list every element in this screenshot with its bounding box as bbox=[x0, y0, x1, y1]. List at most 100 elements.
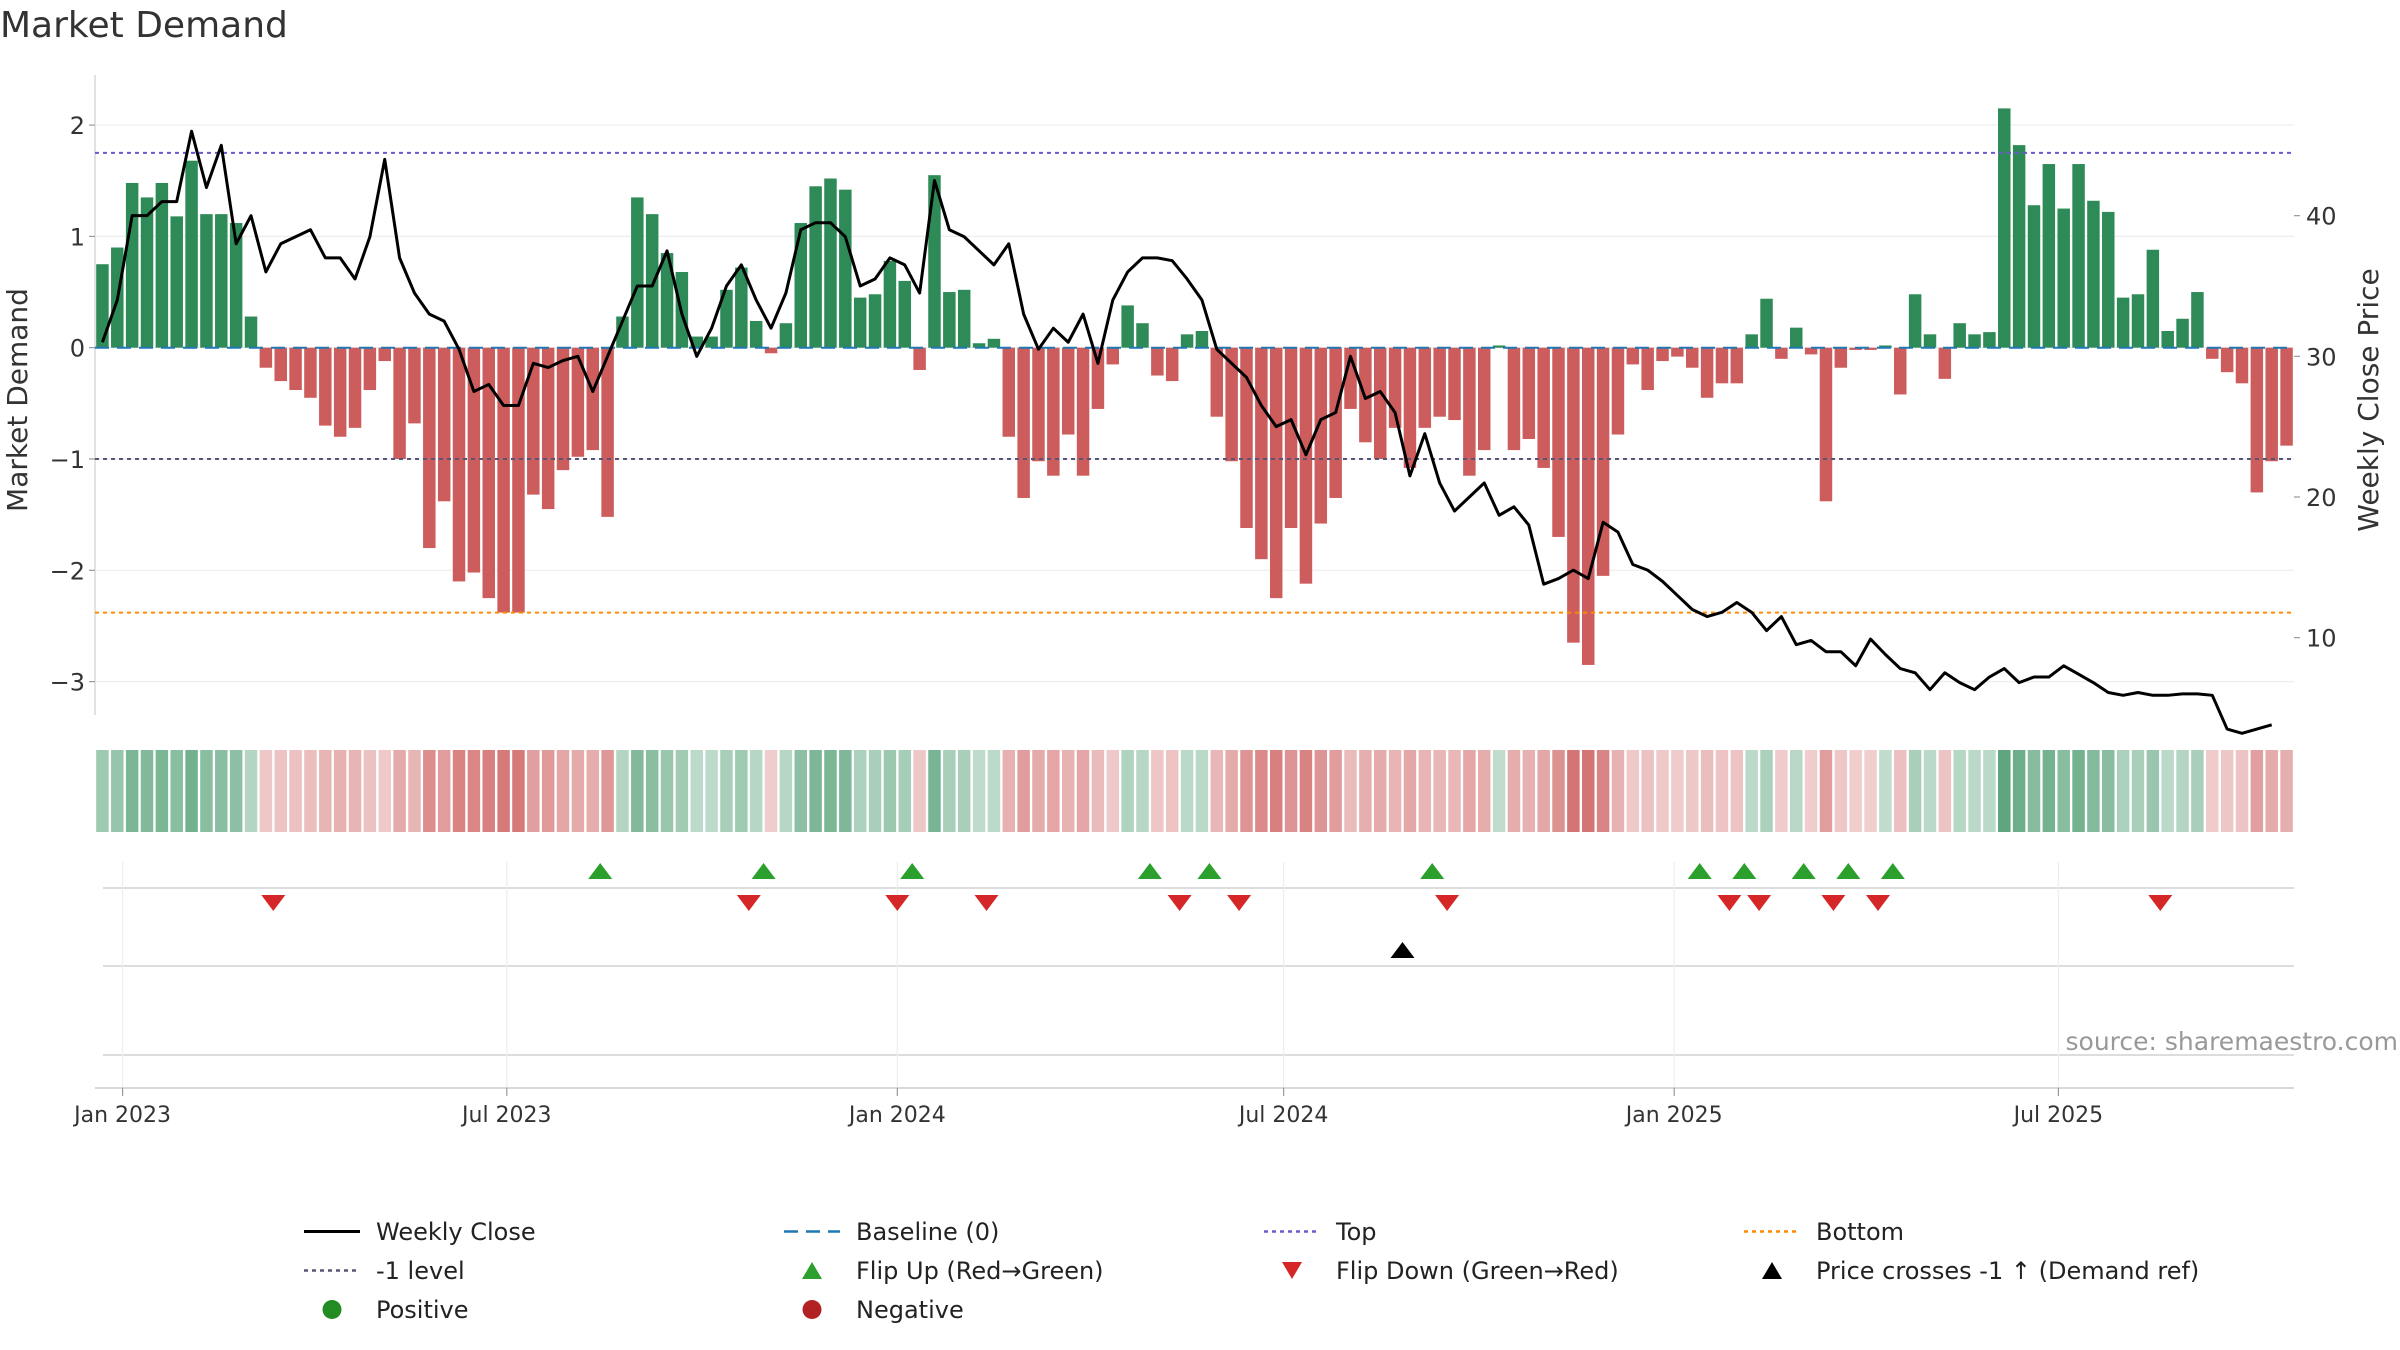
heat-strip-cell bbox=[1076, 750, 1090, 832]
demand-bar-positive bbox=[1492, 345, 1506, 348]
heat-strip-cell bbox=[2146, 750, 2160, 832]
legend-symbol bbox=[322, 1300, 342, 1319]
flip-down-marker bbox=[261, 895, 286, 911]
demand-bar-negative bbox=[482, 347, 495, 599]
heat-strip-cell bbox=[1195, 750, 1209, 832]
heat-strip-cell bbox=[1908, 750, 1922, 832]
x-tick-label: Jul 2023 bbox=[460, 1103, 552, 1128]
demand-bar-negative bbox=[408, 347, 421, 424]
legend-item: Baseline (0) bbox=[780, 1216, 1260, 1247]
flip-down-marker bbox=[736, 895, 761, 911]
y2-tick-label: 30 bbox=[2306, 343, 2337, 371]
heat-strip-cell bbox=[1269, 750, 1283, 832]
y2-tick-label: 10 bbox=[2306, 625, 2337, 653]
heat-strip-cell bbox=[556, 750, 570, 832]
heat-strip-cell bbox=[1136, 750, 1149, 832]
heat-strip-cell bbox=[1373, 750, 1387, 832]
demand-bar-positive bbox=[853, 297, 867, 348]
legend-swatch bbox=[300, 1255, 364, 1286]
heat-strip-cell bbox=[1091, 750, 1105, 832]
heat-strip-cell bbox=[1359, 750, 1372, 832]
demand-bar-positive bbox=[229, 223, 243, 348]
demand-bar-negative bbox=[1730, 347, 1744, 384]
demand-bar-positive bbox=[185, 160, 198, 348]
heat-strip-cell bbox=[1061, 750, 1075, 832]
y-tick-label: −1 bbox=[50, 446, 85, 474]
heat-strip-cell bbox=[96, 750, 109, 832]
heat-strip-cell bbox=[631, 750, 644, 832]
demand-bar-negative bbox=[1804, 347, 1818, 355]
demand-bar-negative bbox=[2280, 347, 2293, 446]
demand-bar-negative bbox=[1017, 347, 1030, 498]
heat-strip-cell bbox=[853, 750, 867, 832]
demand-bar-positive bbox=[1983, 332, 1996, 348]
demand-bar-positive bbox=[2161, 331, 2174, 348]
demand-bar-negative bbox=[1373, 347, 1387, 459]
demand-bar-positive bbox=[883, 260, 897, 348]
demand-bar-negative bbox=[1463, 347, 1476, 476]
heat-strip-cell bbox=[1819, 750, 1833, 832]
heat-strip-cell bbox=[244, 750, 258, 832]
legend-label: -1 level bbox=[376, 1256, 465, 1285]
demand-bar-positive bbox=[972, 343, 986, 348]
demand-bar-positive bbox=[824, 178, 837, 348]
chart-title: Market Demand bbox=[0, 5, 288, 46]
demand-bar-positive bbox=[1136, 323, 1149, 348]
heat-strip-cell bbox=[2235, 750, 2249, 832]
demand-bar-negative bbox=[1314, 347, 1328, 524]
legend-symbol bbox=[304, 1230, 360, 1233]
legend-item: Price crosses -1 ↑ (Demand ref) bbox=[1740, 1255, 2260, 1286]
legend-item: Top bbox=[1260, 1216, 1740, 1247]
demand-bar-negative bbox=[1210, 347, 1224, 417]
demand-bar-negative bbox=[1641, 347, 1654, 390]
demand-bar-positive bbox=[2072, 164, 2085, 348]
legend-swatch bbox=[780, 1216, 844, 1247]
heat-strip-cell bbox=[2131, 750, 2145, 832]
flip-up-marker bbox=[1197, 863, 1222, 879]
heat-strip-cell bbox=[1953, 750, 1966, 832]
heat-strip-cell bbox=[1715, 750, 1729, 832]
heat-strip-cell bbox=[541, 750, 555, 832]
heat-strip-cell bbox=[898, 750, 912, 832]
demand-bar-positive bbox=[215, 214, 228, 348]
demand-bar-positive bbox=[943, 292, 956, 348]
heat-strip-cell bbox=[586, 750, 599, 832]
heat-strip-cell bbox=[2206, 750, 2219, 832]
heat-strip-cell bbox=[1151, 750, 1164, 832]
x-tick-label: Jan 2025 bbox=[1624, 1103, 1723, 1128]
y-axis-label: Market Demand bbox=[1, 288, 34, 512]
demand-bar-negative bbox=[1522, 347, 1536, 439]
heat-strip-cell bbox=[215, 750, 228, 832]
demand-bar-negative bbox=[1165, 347, 1179, 382]
heat-strip-cell bbox=[1611, 750, 1625, 832]
demand-bar-negative bbox=[452, 347, 466, 582]
flip-down-marker bbox=[1747, 895, 1772, 911]
heat-strip-cell bbox=[675, 750, 689, 832]
heat-strip-cell bbox=[1017, 750, 1030, 832]
demand-bar-negative bbox=[1255, 347, 1268, 560]
demand-bar-positive bbox=[957, 289, 971, 348]
heat-strip-cell bbox=[363, 750, 377, 832]
x-tick-label: Jan 2024 bbox=[847, 1103, 946, 1128]
heat-strip-cell bbox=[1894, 750, 1907, 832]
demand-bar-negative bbox=[1596, 347, 1610, 576]
demand-bar-negative bbox=[556, 347, 570, 471]
legend-item: Flip Down (Green→Red) bbox=[1260, 1255, 1740, 1286]
demand-bar-positive bbox=[749, 320, 763, 348]
demand-bar-positive bbox=[631, 197, 644, 348]
demand-bar-negative bbox=[1775, 347, 1788, 359]
demand-bar-positive bbox=[2176, 318, 2189, 348]
heat-strip-cell bbox=[1299, 750, 1313, 832]
demand-bar-positive bbox=[200, 214, 213, 348]
y-tick-label: 0 bbox=[70, 335, 85, 363]
heat-strip-cell bbox=[1240, 750, 1253, 832]
flip-up-marker bbox=[1687, 863, 1712, 879]
heat-strip-cell bbox=[616, 750, 629, 832]
demand-bar-negative bbox=[1656, 347, 1669, 362]
flip-down-marker bbox=[885, 895, 910, 911]
demand-bar-positive bbox=[1968, 334, 1981, 348]
demand-bar-positive bbox=[2087, 200, 2100, 348]
demand-bar-positive bbox=[1790, 327, 1803, 348]
demand-bar-negative bbox=[2250, 347, 2264, 493]
